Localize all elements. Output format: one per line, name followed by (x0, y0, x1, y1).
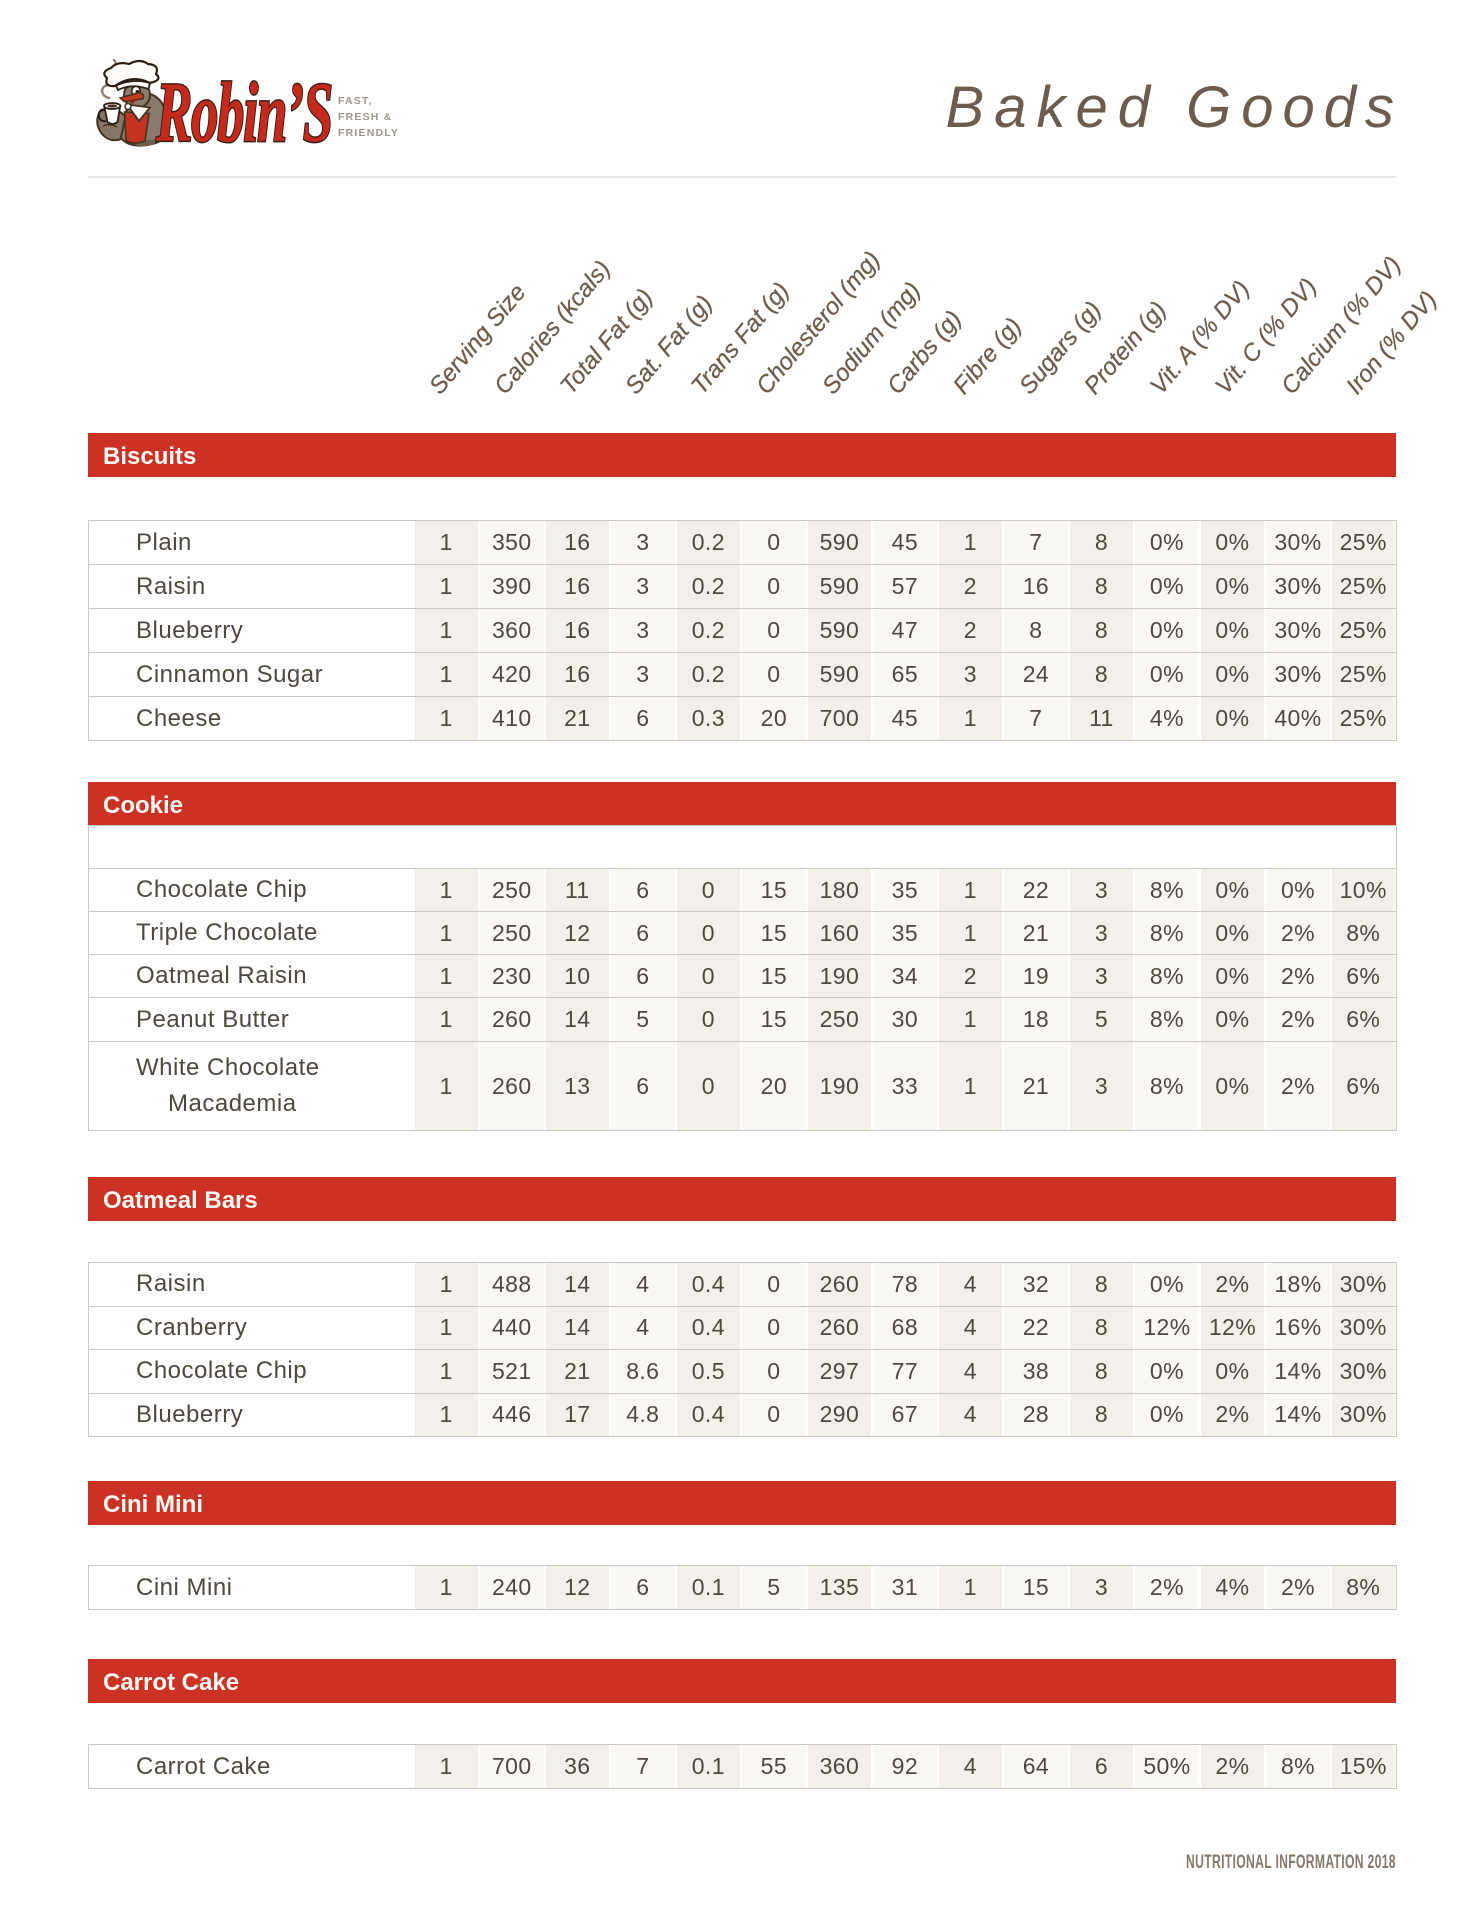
svg-text:FAST,: FAST, (338, 95, 373, 107)
svg-text:FRIENDLY: FRIENDLY (338, 127, 399, 139)
svg-text:Robin’S: Robin’S (155, 64, 332, 160)
svg-text:FRESH &: FRESH & (338, 111, 393, 123)
